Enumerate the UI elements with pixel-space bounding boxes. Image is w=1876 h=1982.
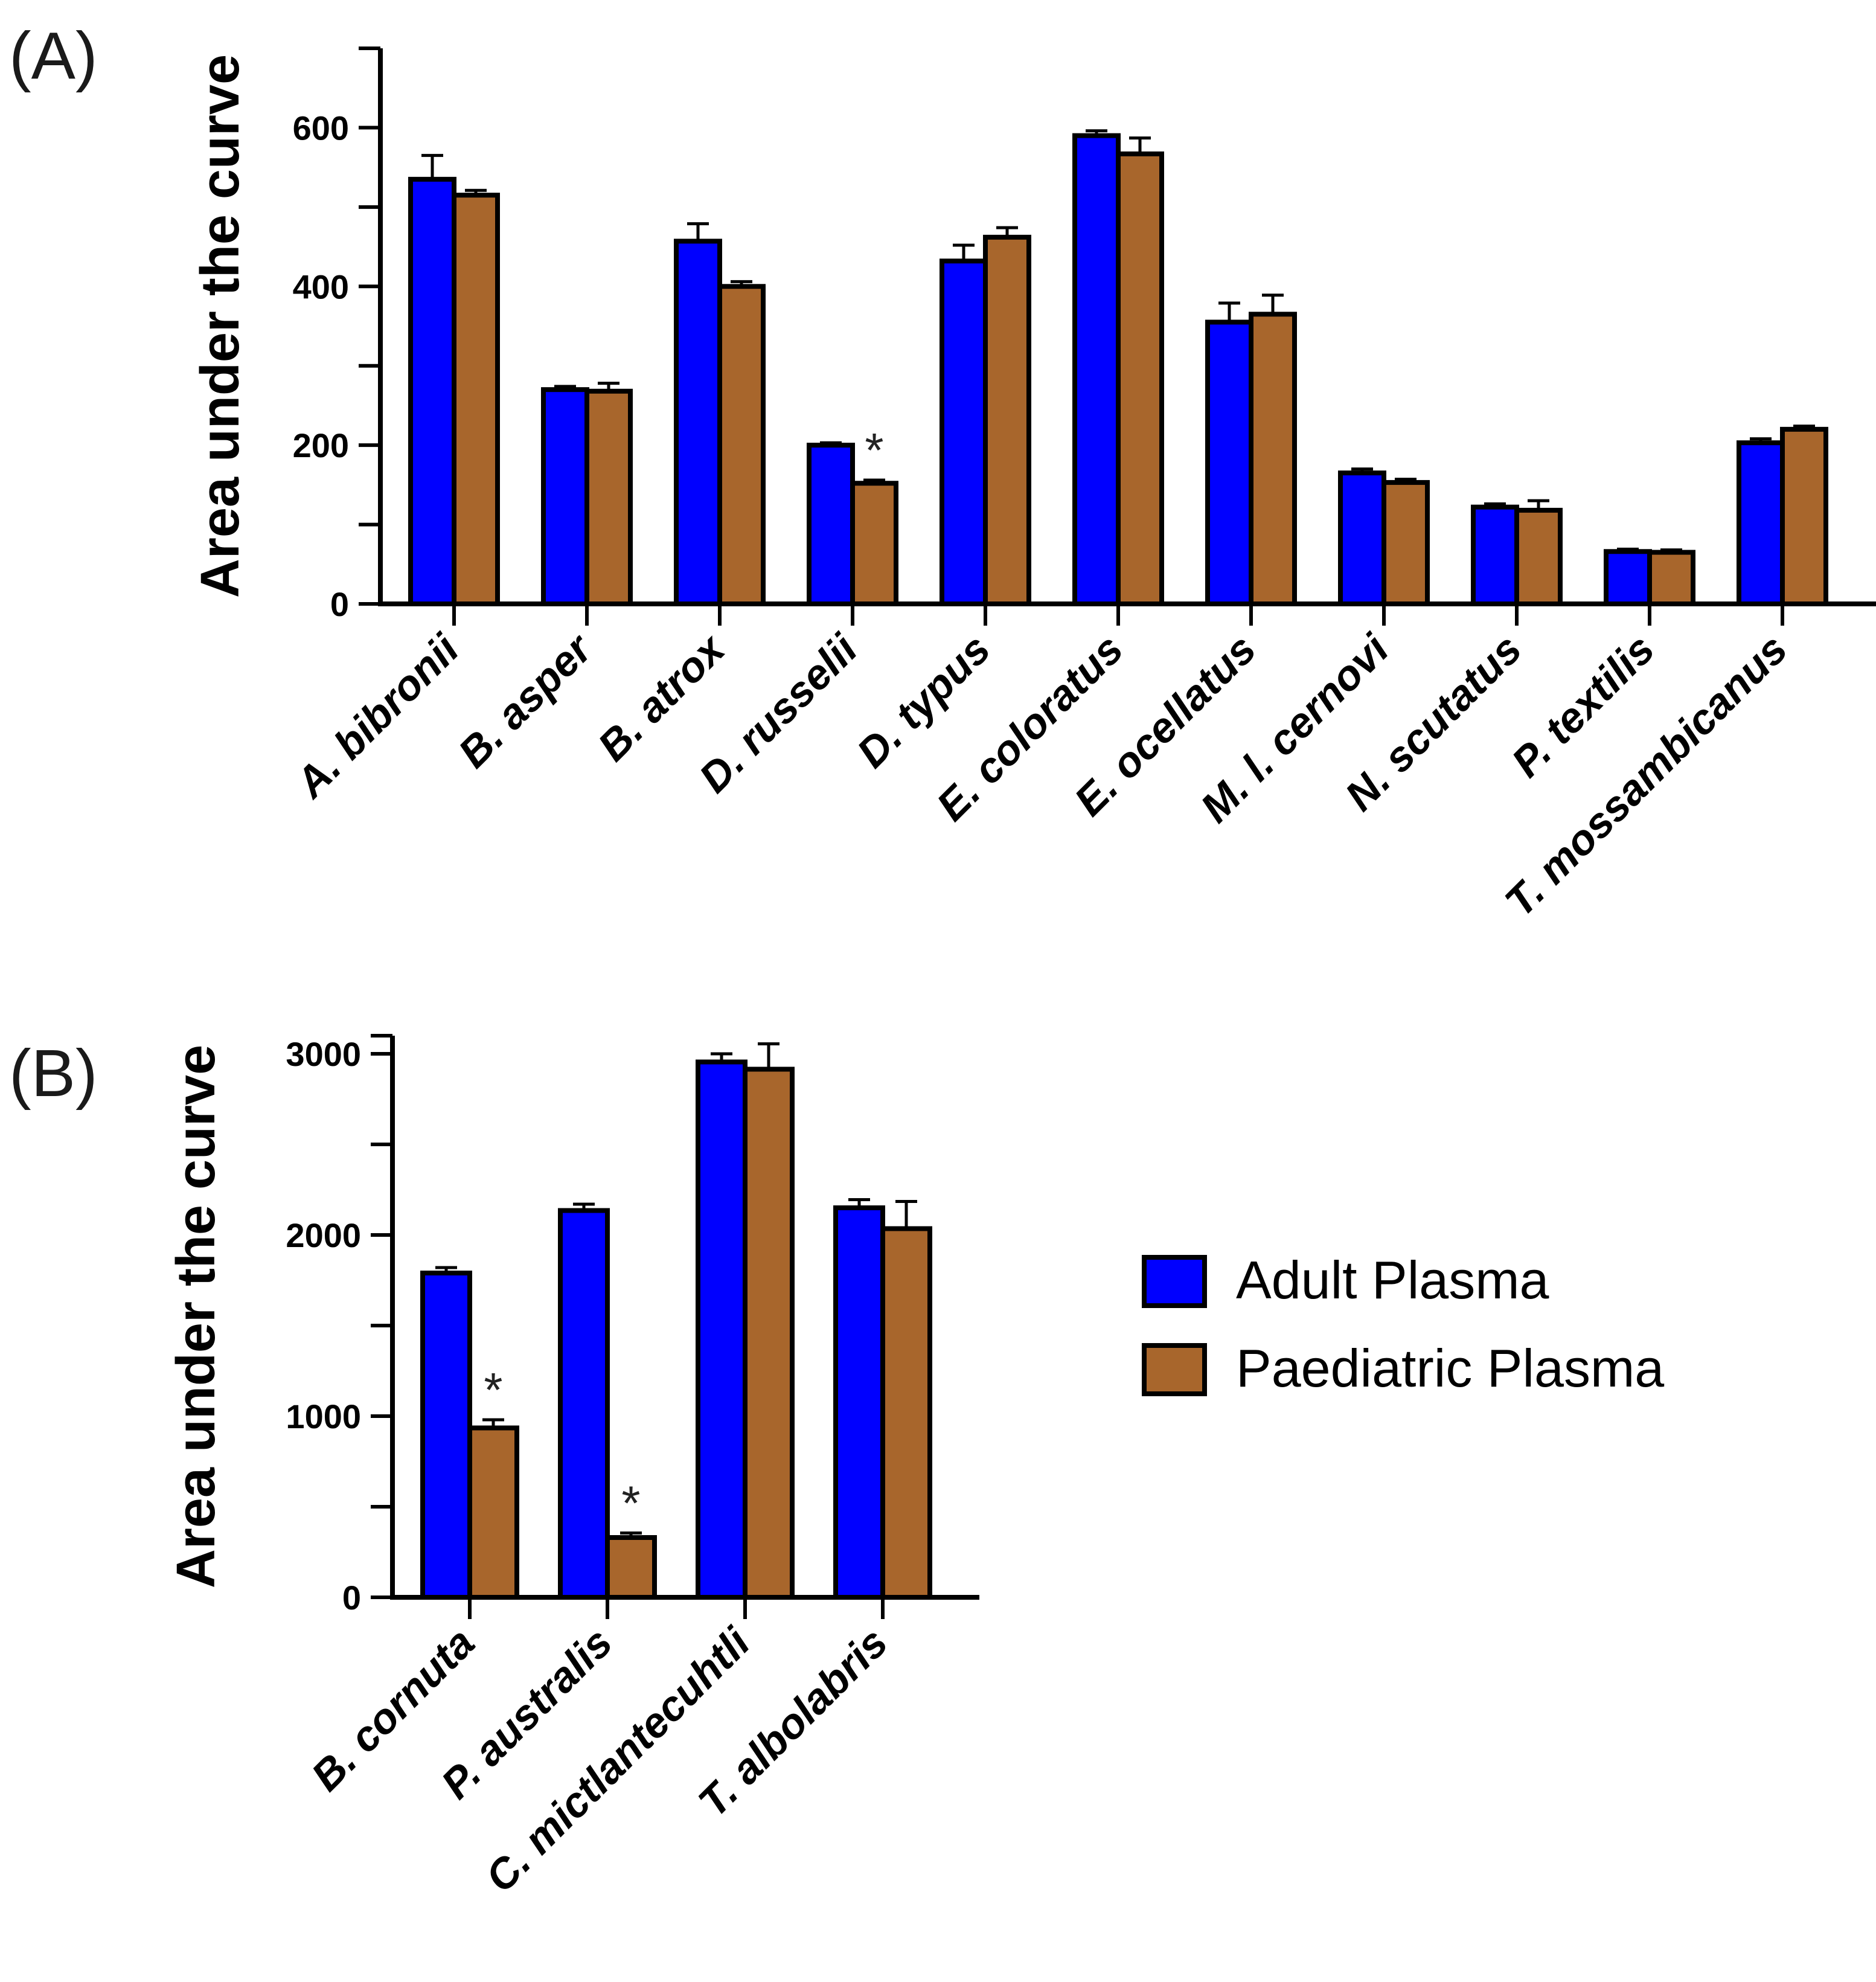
bar-paediatric-plasma-n-scutatus (1514, 507, 1563, 607)
bar-adult-plasma-t-mossambicanus (1737, 440, 1785, 606)
bar-paediatric-plasma-e-ocellatus (1249, 312, 1297, 606)
bar-adult-plasma-n-scutatus (1471, 504, 1519, 607)
bar-paediatric-plasma-t-mossambicanus (1780, 426, 1828, 606)
bar-paediatric-plasma-p-australis (605, 1535, 657, 1600)
legend-swatch-paediatric-plasma (1142, 1343, 1207, 1396)
y-tick-label: 3000 (286, 1035, 361, 1073)
bar-adult-plasma-d-russelii (807, 443, 855, 607)
y-tick-label: 600 (293, 109, 349, 147)
significance-marker: * (865, 423, 883, 477)
bar-adult-plasma-e-coloratus (1072, 133, 1121, 607)
y-tick-label: 0 (330, 585, 349, 623)
y-tick-label: 0 (342, 1579, 361, 1617)
bar-adult-plasma-e-ocellatus (1205, 319, 1253, 607)
bar-adult-plasma-a-bibronii (408, 176, 456, 607)
bar-paediatric-plasma-m-l-cernovi (1381, 479, 1430, 607)
y-tick-label: 400 (293, 268, 349, 306)
bar-paediatric-plasma-d-russelii (850, 481, 898, 606)
panel-label: (A) (9, 19, 98, 93)
legend-swatch-adult-plasma (1142, 1255, 1207, 1308)
bar-adult-plasma-m-l-cernovi (1338, 470, 1386, 607)
bar-adult-plasma-b-cornuta (420, 1271, 472, 1600)
bar-adult-plasma-p-australis (558, 1208, 610, 1600)
x-tick-label: A. bibronii (286, 624, 468, 807)
legend: Adult Plasma Paediatric Plasma (1142, 1250, 1664, 1398)
x-tick-label: C. mictlantecuhtli (476, 1618, 760, 1901)
y-tick-label: 2000 (286, 1216, 361, 1254)
bar-paediatric-plasma-b-cornuta (467, 1425, 519, 1600)
y-axis-label: Area under the curve (166, 1045, 226, 1588)
bar-adult-plasma-c-mictlantecuhtli (696, 1059, 748, 1600)
bar-adult-plasma-d-typus (940, 258, 988, 606)
bar-paediatric-plasma-p-textilis (1647, 550, 1695, 606)
y-tick-label: 200 (293, 426, 349, 464)
bar-paediatric-plasma-b-asper (584, 388, 633, 606)
x-tick-label: B. asper (449, 624, 602, 777)
legend-label: Adult Plasma (1236, 1250, 1549, 1310)
bar-paediatric-plasma-a-bibronii (452, 193, 500, 606)
bar-paediatric-plasma-b-atrox (717, 284, 766, 606)
significance-marker: * (484, 1363, 502, 1417)
legend-label: Paediatric Plasma (1236, 1338, 1664, 1398)
bar-paediatric-plasma-c-mictlantecuhtli (743, 1066, 795, 1600)
bar-paediatric-plasma-d-typus (983, 234, 1031, 606)
bar-paediatric-plasma-t-albolabris (880, 1226, 932, 1600)
significance-marker: * (621, 1477, 640, 1530)
bar-adult-plasma-b-atrox (674, 239, 722, 607)
panel-label: (B) (9, 1036, 98, 1111)
bar-adult-plasma-p-textilis (1604, 549, 1652, 606)
y-tick-label: 1000 (286, 1397, 361, 1435)
bar-adult-plasma-t-albolabris (833, 1205, 885, 1600)
bar-adult-plasma-b-asper (541, 387, 589, 607)
panel-a-chart: (A) Area under the curve 0 200 400 600 A. bibr… (9, 19, 1876, 926)
y-axis-label: Area under the curve (190, 54, 251, 598)
bar-paediatric-plasma-e-coloratus (1116, 151, 1164, 607)
